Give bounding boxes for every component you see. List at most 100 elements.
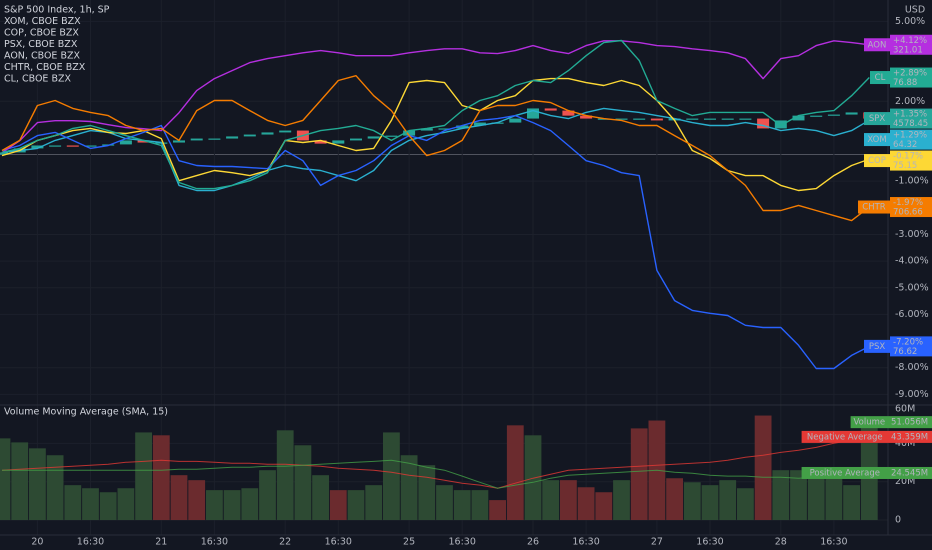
tag-value-box <box>888 466 932 479</box>
candle-body <box>66 145 79 147</box>
candle-body <box>704 118 716 120</box>
y-tick-label: -6.00% <box>895 309 929 320</box>
average-line <box>1 436 870 489</box>
tag-name-box <box>864 112 890 126</box>
volume-bar <box>719 480 737 521</box>
candle-body <box>686 118 699 120</box>
tag-price: 4578.45 <box>893 119 928 129</box>
volume-bar <box>772 470 790 521</box>
candle-body <box>49 145 62 147</box>
legend-entry: AON, CBOE BZX <box>4 51 80 62</box>
volume-tag: Negative Average 43.359M <box>801 430 932 443</box>
volume-bar <box>790 470 807 521</box>
tag-price: 76.62 <box>893 347 917 357</box>
axes: 5.00% 2.00% -1.00% -3.00% -4.00% -5.00% -6.00%… <box>31 16 928 548</box>
tag-change: -7.20% <box>893 337 923 347</box>
candle-body <box>84 145 97 147</box>
volume-bar <box>82 488 99 521</box>
candle-body <box>456 125 469 129</box>
candle-body <box>615 118 628 120</box>
volume-bar <box>807 472 825 521</box>
x-tick-label: 27 <box>651 537 663 548</box>
volume-bar <box>241 488 259 521</box>
volume-bar <box>577 487 595 521</box>
volume-bar <box>701 485 719 521</box>
tag-value-box <box>890 108 932 129</box>
tag-value-box <box>890 34 932 55</box>
volume-tick-label: 60M <box>895 404 915 415</box>
volume-bar <box>294 445 312 521</box>
price-tag: PSX -7.20%76.62 <box>864 336 932 357</box>
tag-price: 321.01 <box>893 45 923 55</box>
tag-value-box <box>890 150 932 171</box>
tag-name: Volume <box>853 418 885 428</box>
x-tick-label: 20 <box>31 537 43 548</box>
candle-body <box>509 118 522 123</box>
chart-title: S&P 500 Index, 1h, SP <box>4 5 110 16</box>
volume-bar <box>843 485 860 521</box>
candle-body <box>332 140 345 144</box>
tag-change: +4.12% <box>893 36 927 46</box>
y-tick-label: -1.00% <box>895 176 929 187</box>
candle-body <box>650 118 663 121</box>
volume-bar <box>259 470 276 521</box>
price-tag: COP -0.17%75.15 <box>864 150 932 171</box>
candle-body <box>774 120 787 129</box>
volume-bar <box>595 492 613 521</box>
candle-body <box>792 115 805 121</box>
volume-bar <box>152 435 170 521</box>
tag-change: +1.29% <box>893 131 927 141</box>
candle-body <box>119 140 132 145</box>
candle-body <box>314 140 327 144</box>
tag-value: 24.545M <box>891 468 928 478</box>
price-tag: CL +2.89%76.88 <box>870 67 932 88</box>
y-tick-label: 2.00% <box>895 96 925 107</box>
volume-bar <box>0 438 11 521</box>
candle-body <box>0 152 8 155</box>
tag-value-box <box>888 416 932 429</box>
candle-body <box>633 118 646 120</box>
tag-price: 75.15 <box>893 161 917 171</box>
volume-bar <box>11 442 29 521</box>
volume-bar <box>666 478 683 521</box>
tag-value: 43.359M <box>891 432 928 442</box>
x-tick-label: 25 <box>403 537 415 548</box>
legend-entry: CL, CBOE BZX <box>4 74 71 85</box>
candle-body <box>739 118 752 120</box>
volume-bar <box>312 475 329 521</box>
y-tick-label: -3.00% <box>895 229 929 240</box>
x-tick-label: 28 <box>775 537 787 548</box>
tag-name: SPX <box>869 114 886 124</box>
candle-body <box>845 112 858 115</box>
volume-bar <box>436 485 453 521</box>
volume-bar <box>46 455 64 521</box>
tag-name: Positive Average <box>810 468 880 478</box>
volume-bar <box>135 432 152 521</box>
volume-bar <box>347 490 365 521</box>
tag-price: 706.66 <box>893 208 923 218</box>
y-tick-label: 5.00% <box>895 16 925 27</box>
x-tick-label: 16:30 <box>449 537 476 548</box>
tag-name: XOM <box>867 135 886 145</box>
series-line <box>1 40 870 154</box>
tag-name: PSX <box>869 342 886 352</box>
y-tick-label: -4.00% <box>895 256 929 267</box>
tag-name-box <box>870 71 890 85</box>
series-line <box>1 114 870 370</box>
price-tag: AON +4.12%321.01 <box>864 34 932 55</box>
candle-body <box>420 128 433 131</box>
candle-body <box>173 140 185 143</box>
volume-bar <box>400 455 418 521</box>
legend-entry: XOM, CBOE BZX <box>4 16 81 27</box>
volume-bar <box>524 435 542 521</box>
tag-name-box <box>864 154 890 168</box>
x-tick-label: 16:30 <box>201 537 228 548</box>
volume-bar <box>99 492 117 521</box>
volume-bar <box>276 430 294 521</box>
tag-value-box <box>888 430 932 443</box>
candle-body <box>403 130 416 136</box>
candle-body <box>757 118 770 129</box>
price-tag: XOM +1.29%64.32 <box>864 129 932 150</box>
candle-body <box>827 114 840 116</box>
y-tick-label: -8.00% <box>895 362 929 373</box>
